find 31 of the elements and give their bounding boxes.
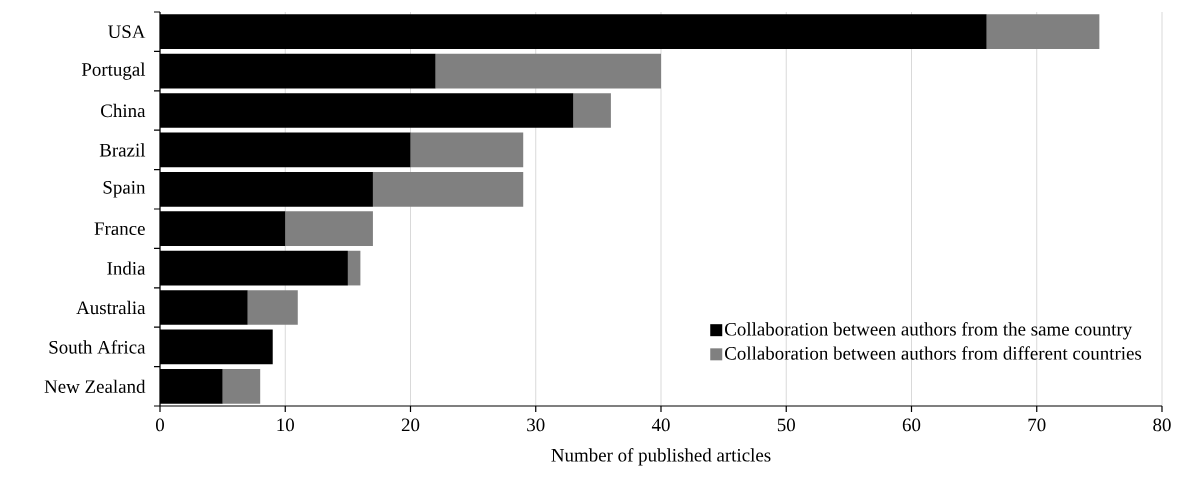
x-axis-title: Number of published articles	[551, 448, 771, 466]
x-tick-label: 60	[902, 418, 921, 432]
y-tick-label: Brazil	[99, 143, 146, 157]
bar	[986, 14, 1100, 50]
bar	[573, 93, 611, 128]
legend-label: Collaboration between authors from different countries	[725, 346, 1142, 360]
x-tick-label: 0	[155, 418, 164, 432]
y-tick-label: Spain	[103, 181, 146, 198]
x-tick-label: 20	[401, 418, 420, 432]
legend-label: Collaboration between authors from the same country	[725, 322, 1133, 340]
y-tick-label: USA	[108, 25, 146, 39]
bar	[222, 368, 261, 404]
y-tick-label: China	[101, 103, 146, 118]
y-tick-label: South Africa	[49, 340, 146, 354]
bar	[372, 171, 524, 207]
x-tick-label: 70	[1028, 418, 1046, 432]
bar	[347, 250, 361, 286]
y-tick-label: New Zealand	[44, 379, 146, 393]
x-tick-label: 50	[777, 418, 795, 432]
x-tick-label: 30	[527, 418, 545, 432]
x-tick-label: 80	[1153, 418, 1171, 432]
x-tick-label: 40	[651, 418, 670, 432]
y-tick-label: France	[94, 222, 145, 235]
bar	[247, 290, 298, 325]
x-tick-label: 10	[277, 418, 294, 432]
y-tick-label: India	[107, 261, 146, 275]
y-tick-label: Portugal	[81, 62, 146, 80]
bar	[410, 132, 524, 168]
bar	[285, 211, 373, 247]
y-tick-label: Australia	[76, 300, 146, 315]
bar	[435, 53, 661, 89]
